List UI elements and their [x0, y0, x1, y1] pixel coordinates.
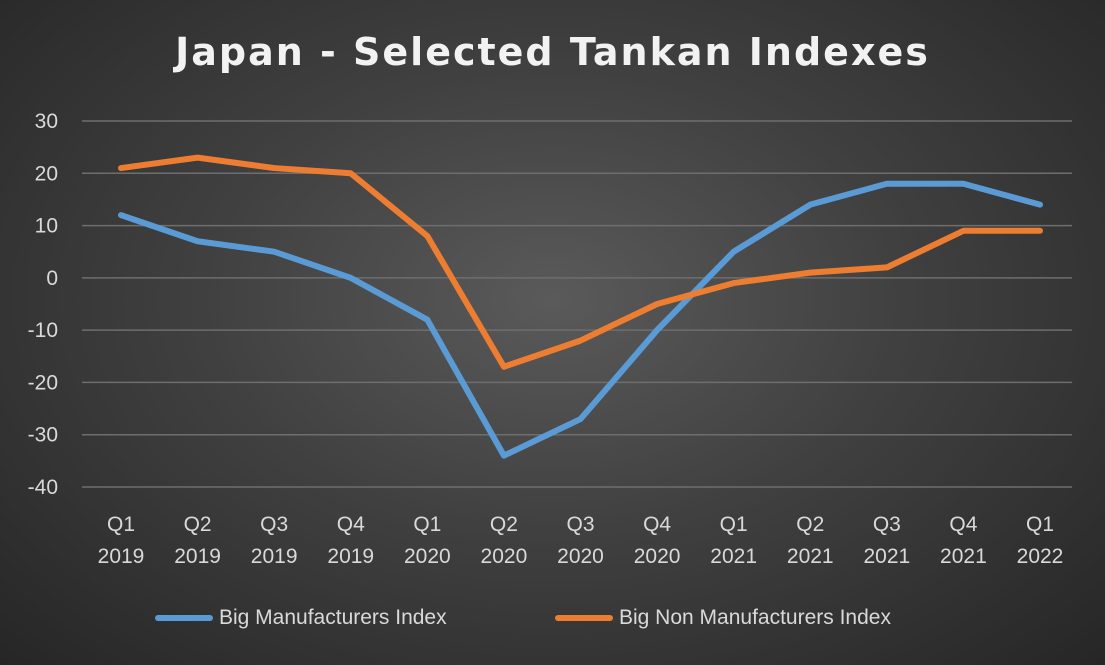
chart-title: Japan - Selected Tankan Indexes [175, 30, 930, 74]
x-tick-label: Q2 [796, 513, 824, 536]
legend-label-manufacturers: Big Manufacturers Index [219, 606, 447, 629]
x-tick-label: 2020 [557, 545, 604, 568]
y-tick-label: -10 [28, 319, 58, 342]
y-tick-label: -30 [28, 424, 58, 447]
x-tick-label: 2019 [174, 545, 221, 568]
x-tick-label: Q4 [949, 513, 977, 536]
series-line-non-manufacturers [118, 154, 1043, 370]
x-tick-label: 2019 [251, 545, 298, 568]
x-tick-label: Q1 [107, 513, 135, 536]
x-tick-label: 2020 [404, 545, 451, 568]
x-tick-label: Q1 [1026, 513, 1054, 536]
legend-label-non-manufacturers: Big Non Manufacturers Index [619, 606, 891, 629]
x-tick-label: Q2 [490, 513, 518, 536]
y-tick-label: 20 [35, 162, 58, 185]
x-tick-label: Q2 [184, 513, 212, 536]
legend-item-non-manufacturers: Big Non Manufacturers Index [555, 604, 891, 632]
y-tick-label: 10 [35, 215, 58, 238]
y-tick-label: -40 [28, 476, 58, 499]
x-tick-label: 2021 [710, 545, 757, 568]
series-line-manufacturers [118, 180, 1043, 459]
x-tick-label: 2021 [863, 545, 910, 568]
x-tick-label: 2019 [98, 545, 145, 568]
legend-swatch-manufacturers [155, 615, 213, 621]
y-tick-label: 30 [35, 110, 58, 133]
legend-item-manufacturers: Big Manufacturers Index [155, 604, 447, 632]
x-tick-label: Q4 [337, 513, 365, 536]
x-tick-label: 2019 [327, 545, 374, 568]
x-tick-label: 2022 [1017, 545, 1064, 568]
y-tick-label: -20 [28, 371, 58, 394]
x-tick-label: Q3 [260, 513, 288, 536]
x-tick-label: 2020 [481, 545, 528, 568]
x-tick-label: 2020 [634, 545, 681, 568]
x-tick-label: 2021 [787, 545, 834, 568]
x-tick-label: Q4 [643, 513, 671, 536]
x-tick-label: Q1 [720, 513, 748, 536]
legend-swatch-non-manufacturers [555, 615, 613, 621]
x-tick-label: Q1 [413, 513, 441, 536]
y-tick-label: 0 [46, 267, 58, 290]
x-tick-label: Q3 [566, 513, 594, 536]
x-tick-label: 2021 [940, 545, 987, 568]
x-tick-label: Q3 [873, 513, 901, 536]
